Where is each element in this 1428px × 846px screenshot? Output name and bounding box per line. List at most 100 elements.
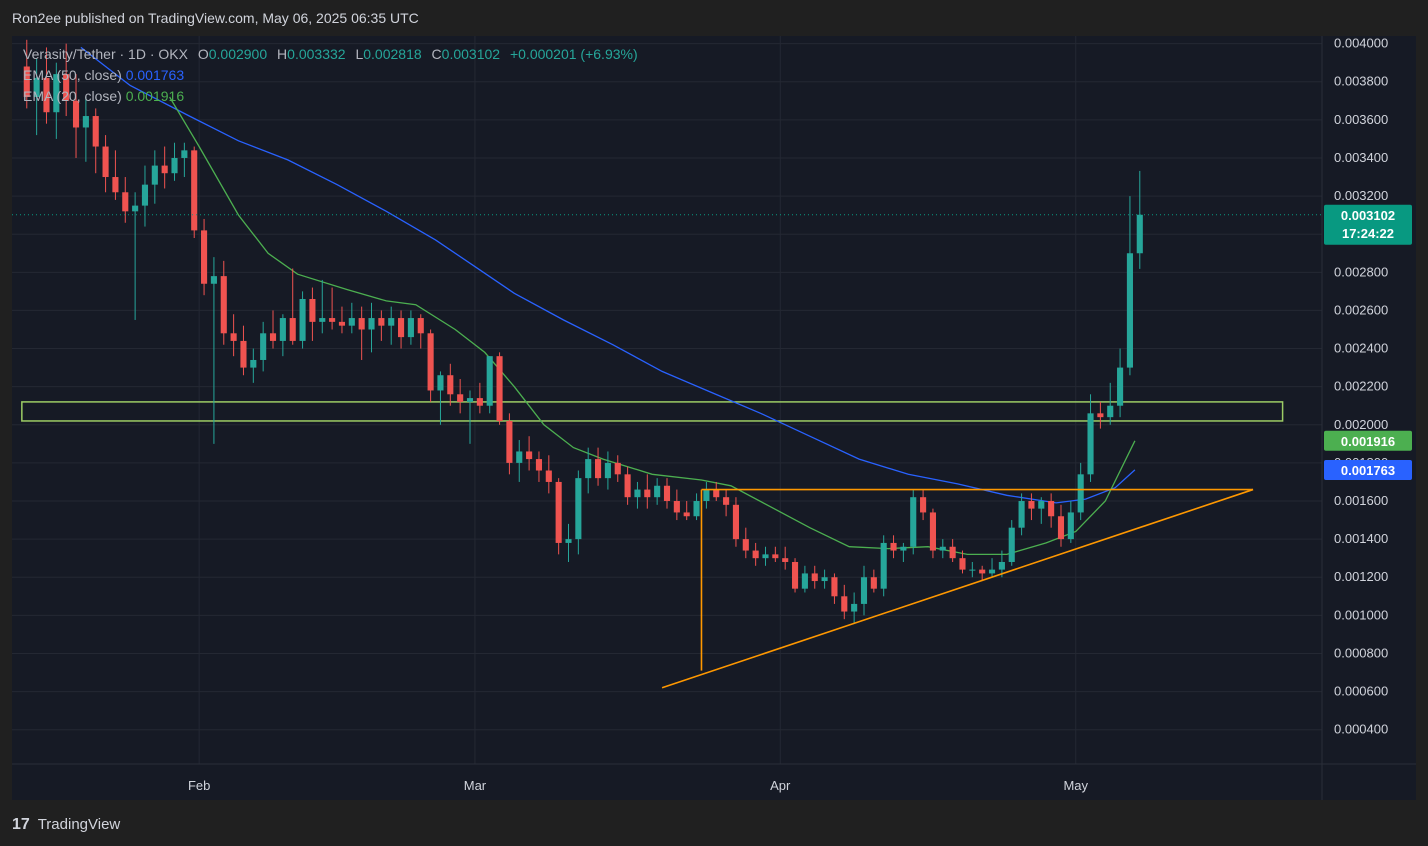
candle-body[interactable] — [969, 569, 976, 571]
candle-body[interactable] — [1048, 501, 1055, 517]
candle-body[interactable] — [72, 100, 80, 128]
candle-body[interactable] — [772, 554, 779, 559]
candle-body[interactable] — [417, 318, 424, 334]
candle-body[interactable] — [407, 318, 414, 338]
candle-body[interactable] — [673, 501, 680, 513]
candle-body[interactable] — [1057, 516, 1065, 540]
candle-body[interactable] — [516, 451, 523, 463]
candle-body[interactable] — [998, 561, 1005, 570]
candle-body[interactable] — [181, 150, 188, 158]
candle-body[interactable] — [782, 558, 789, 562]
candle-body[interactable] — [1067, 512, 1074, 540]
candle-body[interactable] — [437, 375, 444, 391]
candle-body[interactable] — [663, 485, 671, 502]
candle-body[interactable] — [23, 66, 30, 97]
candle-body[interactable] — [624, 474, 631, 498]
candle-body[interactable] — [791, 561, 799, 589]
candle-body[interactable] — [102, 146, 109, 178]
candle-body[interactable] — [240, 340, 247, 368]
ema20-line[interactable] — [169, 96, 1136, 556]
candle-body[interactable] — [526, 451, 533, 460]
candle-body[interactable] — [486, 356, 493, 406]
candle-body[interactable] — [752, 550, 759, 559]
candle-body[interactable] — [880, 542, 887, 589]
candle-body[interactable] — [269, 333, 277, 341]
candle-body[interactable] — [890, 542, 897, 551]
candle-body[interactable] — [427, 333, 434, 391]
candle-body[interactable] — [1018, 501, 1025, 528]
candle-body[interactable] — [82, 116, 89, 128]
candle-body[interactable] — [151, 165, 158, 185]
candle-body[interactable] — [801, 573, 808, 589]
candle-body[interactable] — [742, 539, 749, 551]
candle-body[interactable] — [171, 157, 178, 174]
candle-body[interactable] — [1087, 413, 1094, 475]
candle-body[interactable] — [250, 359, 257, 368]
candle-body[interactable] — [535, 459, 543, 471]
candle-body[interactable] — [841, 596, 848, 612]
candle-body[interactable] — [447, 375, 454, 395]
candle-body[interactable] — [230, 333, 237, 341]
candle-body[interactable] — [43, 77, 50, 113]
candle-body[interactable] — [1077, 474, 1084, 513]
candle-body[interactable] — [309, 298, 316, 322]
candle-body[interactable] — [851, 603, 858, 612]
ema50-line[interactable] — [80, 46, 1136, 504]
candle-body[interactable] — [920, 497, 927, 513]
ema50-row[interactable]: EMA (50, close) 0.001763 — [23, 65, 644, 86]
candle-body[interactable] — [53, 74, 60, 113]
candle-body[interactable] — [910, 497, 917, 547]
candle-body[interactable] — [654, 485, 661, 498]
candle-body[interactable] — [1097, 413, 1104, 418]
candle-body[interactable] — [112, 177, 119, 193]
candle-body[interactable] — [545, 470, 552, 482]
candle-body[interactable] — [860, 577, 868, 604]
ema20-row[interactable]: EMA (20, close) 0.001916 — [23, 86, 644, 107]
candle-body[interactable] — [260, 333, 267, 360]
candle-body[interactable] — [63, 74, 70, 101]
candle-body[interactable] — [191, 150, 198, 231]
candle-body[interactable] — [1126, 253, 1133, 368]
candle-body[interactable] — [210, 276, 217, 284]
candle-body[interactable] — [594, 459, 602, 479]
candle-body[interactable] — [496, 356, 503, 421]
candle-body[interactable] — [1028, 501, 1035, 509]
candle-body[interactable] — [683, 512, 690, 517]
candle-body[interactable] — [900, 546, 907, 551]
candle-body[interactable] — [33, 77, 40, 97]
candle-body[interactable] — [378, 318, 385, 326]
candle-body[interactable] — [141, 184, 149, 206]
candle-body[interactable] — [929, 512, 936, 551]
candle-body[interactable] — [821, 577, 828, 582]
candle-body[interactable] — [555, 481, 562, 543]
candle-body[interactable] — [348, 318, 355, 326]
candle-body[interactable] — [368, 318, 375, 330]
candle-body[interactable] — [585, 459, 592, 479]
chart-area[interactable]: 0.004000 0.003800 0.003600 0.003400 0.003200… — [12, 36, 1416, 800]
candle-body[interactable] — [1136, 214, 1143, 254]
candle-body[interactable] — [870, 577, 877, 589]
candle-body[interactable] — [949, 546, 956, 559]
candle-body[interactable] — [644, 489, 651, 498]
candle-body[interactable] — [979, 569, 986, 574]
candle-body[interactable] — [132, 205, 139, 212]
candle-body[interactable] — [575, 478, 582, 540]
candle-body[interactable] — [398, 318, 405, 338]
candle-body[interactable] — [122, 192, 129, 212]
candle-body[interactable] — [388, 318, 395, 326]
candle-body[interactable] — [329, 318, 336, 322]
candle-body[interactable] — [220, 276, 227, 334]
candle-body[interactable] — [161, 165, 168, 174]
candle-body[interactable] — [1008, 527, 1015, 562]
candle-body[interactable] — [703, 489, 710, 502]
candle-body[interactable] — [634, 489, 641, 498]
candle-body[interactable] — [723, 497, 730, 505]
candle-body[interactable] — [279, 318, 286, 341]
triangle-support-trendline[interactable] — [661, 488, 1254, 689]
candle-body[interactable] — [762, 554, 769, 559]
candle-body[interactable] — [1038, 501, 1045, 509]
candle-body[interactable] — [604, 462, 611, 479]
candle-body[interactable] — [1107, 405, 1114, 418]
candle-body[interactable] — [476, 398, 483, 406]
candle-body[interactable] — [358, 318, 365, 330]
